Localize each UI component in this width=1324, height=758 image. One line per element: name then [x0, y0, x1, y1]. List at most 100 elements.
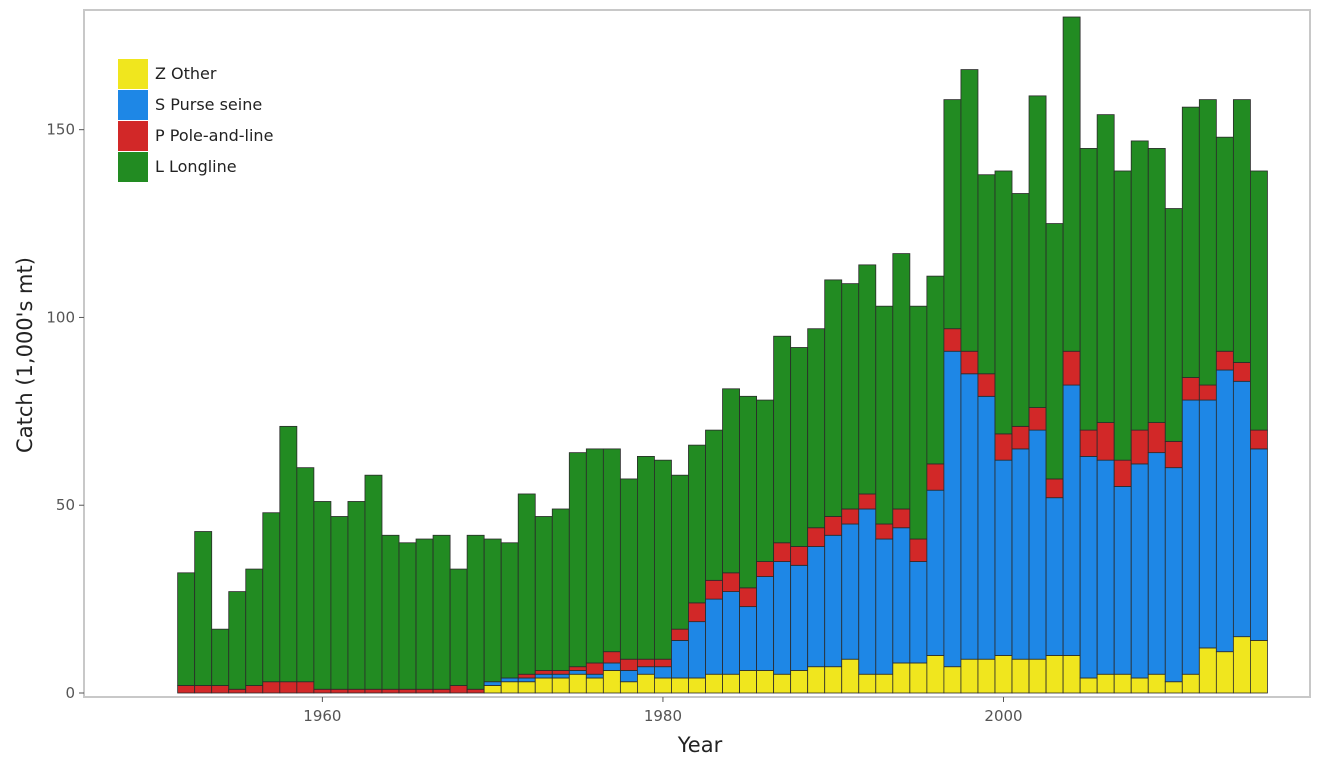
bar-l-longline-1961 [330, 516, 349, 690]
bar-p-pole-and-line-1973 [534, 670, 553, 675]
bar-l-longline-1984 [722, 388, 740, 574]
bar-l-longline-1967 [432, 534, 451, 690]
bar-p-pole-and-line-1966 [415, 688, 434, 694]
bar-s-purse-seine-2012 [1198, 399, 1217, 649]
bar-p-pole-and-line-1988 [790, 546, 809, 566]
bar-l-longline-2001 [1011, 193, 1030, 427]
bar-p-pole-and-line-1989 [807, 527, 826, 547]
bar-l-longline-1958 [279, 425, 298, 683]
bar-l-longline-1968 [449, 568, 468, 686]
bar-l-longline-1969 [466, 534, 485, 690]
bar-l-longline-1972 [517, 493, 536, 675]
bar-s-purse-seine-2013 [1215, 369, 1234, 653]
bar-p-pole-and-line-1993 [875, 523, 894, 540]
bar-z-other-2001 [1011, 658, 1030, 694]
bar-z-other-1977 [602, 670, 621, 694]
bar-p-pole-and-line-1979 [637, 658, 655, 668]
bar-p-pole-and-line-1964 [381, 688, 400, 694]
bar-s-purse-seine-1988 [790, 564, 809, 671]
x-tick-label: 1980 [644, 707, 682, 725]
bar-l-longline-1999 [977, 174, 996, 375]
bar-z-other-1976 [585, 677, 604, 694]
bar-s-purse-seine-1997 [943, 350, 962, 668]
bar-p-pole-and-line-1953 [194, 685, 213, 694]
bar-s-purse-seine-1999 [977, 395, 996, 660]
bar-z-other-2010 [1164, 681, 1183, 694]
bar-l-longline-2004 [1062, 16, 1081, 352]
bar-l-longline-2007 [1113, 170, 1132, 461]
bar-s-purse-seine-1989 [807, 546, 826, 668]
bar-p-pole-and-line-1997 [943, 328, 962, 352]
legend-label: S Purse seine [155, 95, 262, 114]
bar-p-pole-and-line-1955 [228, 688, 247, 694]
bar-l-longline-1956 [245, 568, 264, 686]
legend-swatch [118, 59, 148, 89]
bar-l-longline-1995 [909, 305, 928, 540]
legend-swatch [118, 90, 148, 120]
bar-z-other-2012 [1198, 647, 1217, 694]
bar-l-longline-2002 [1028, 95, 1047, 408]
bar-p-pole-and-line-1965 [398, 688, 417, 694]
bar-s-purse-seine-1984 [722, 591, 740, 675]
bar-z-other-1980 [654, 677, 672, 694]
bar-l-longline-1978 [619, 478, 638, 660]
y-axis: 0 50 100 150 [46, 121, 84, 702]
bar-s-purse-seine-2000 [994, 459, 1013, 656]
bar-z-other-2013 [1215, 651, 1234, 694]
bar-z-other-2004 [1062, 655, 1081, 694]
bar-p-pole-and-line-1977 [602, 651, 621, 664]
bar-l-longline-2011 [1181, 106, 1200, 378]
bar-p-pole-and-line-1994 [892, 508, 911, 529]
bar-z-other-1983 [705, 673, 723, 694]
bar-p-pole-and-line-1996 [926, 463, 945, 491]
bar-l-longline-1997 [943, 99, 962, 330]
bar-z-other-1991 [841, 658, 860, 694]
bar-s-purse-seine-1998 [960, 373, 979, 660]
bar-p-pole-and-line-1958 [279, 681, 298, 694]
bar-l-longline-2008 [1130, 140, 1149, 431]
bar-l-longline-1952 [177, 572, 196, 686]
bar-s-purse-seine-1986 [756, 576, 775, 671]
bar-l-longline-1990 [824, 279, 843, 517]
bar-l-longline-1989 [807, 328, 826, 529]
bar-p-pole-and-line-1990 [824, 516, 843, 536]
bar-s-purse-seine-1977 [602, 662, 621, 671]
bar-s-purse-seine-1975 [568, 670, 587, 675]
bar-p-pole-and-line-1995 [909, 538, 928, 562]
bar-l-longline-1963 [364, 474, 383, 690]
bar-s-purse-seine-2006 [1096, 459, 1115, 675]
bar-p-pole-and-line-1998 [960, 350, 979, 375]
bar-p-pole-and-line-1963 [364, 688, 383, 694]
bar-p-pole-and-line-2010 [1164, 440, 1183, 469]
bar-s-purse-seine-1973 [534, 673, 553, 679]
bar-p-pole-and-line-2012 [1198, 384, 1217, 401]
legend-swatch [118, 152, 148, 182]
bar-z-other-2003 [1045, 655, 1064, 694]
legend-label: L Longline [155, 157, 237, 176]
bar-z-other-1984 [722, 673, 740, 694]
bar-s-purse-seine-1974 [551, 673, 570, 679]
legend-label: Z Other [155, 64, 217, 83]
bar-l-longline-2009 [1147, 148, 1166, 424]
bar-l-longline-1962 [347, 501, 366, 690]
bar-s-purse-seine-1978 [619, 670, 638, 683]
bar-s-purse-seine-2008 [1130, 463, 1149, 679]
bar-z-other-1998 [960, 658, 979, 694]
bar-l-longline-1986 [756, 399, 775, 562]
bar-s-purse-seine-1983 [705, 598, 723, 675]
bar-s-purse-seine-2001 [1011, 448, 1030, 660]
bar-l-longline-1975 [568, 452, 587, 668]
bar-l-longline-1996 [926, 275, 945, 465]
bar-z-other-1981 [671, 677, 689, 694]
bar-p-pole-and-line-2015 [1250, 429, 1268, 450]
bar-s-purse-seine-1971 [500, 677, 519, 683]
bar-l-longline-1960 [313, 501, 332, 690]
bar-z-other-2007 [1113, 673, 1132, 694]
bar-p-pole-and-line-1961 [330, 688, 349, 694]
bar-s-purse-seine-1993 [875, 538, 894, 675]
bar-z-other-1982 [688, 677, 706, 694]
bar-p-pole-and-line-2000 [994, 433, 1013, 461]
bar-z-other-1986 [756, 670, 775, 694]
bar-p-pole-and-line-2014 [1232, 362, 1251, 382]
